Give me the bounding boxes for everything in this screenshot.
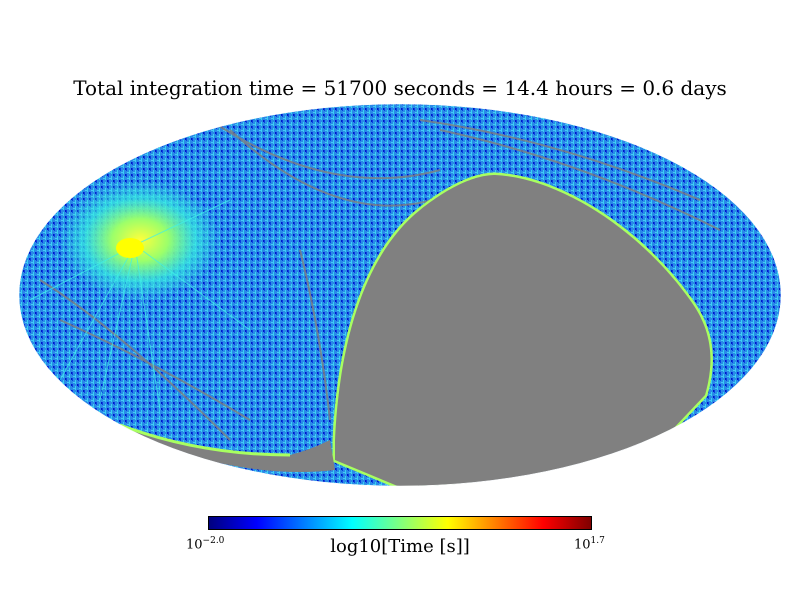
pole-rays bbox=[29, 199, 251, 411]
gap-stripes bbox=[39, 119, 721, 441]
unseen-region bbox=[335, 175, 711, 486]
pole-center bbox=[116, 238, 144, 258]
pole-hotspot bbox=[60, 180, 220, 300]
map-body bbox=[19, 104, 781, 486]
map-outline bbox=[18, 103, 782, 487]
map-title: Total integration time = 51700 seconds =… bbox=[73, 76, 727, 100]
colorbar-max-label: 101.7 bbox=[574, 536, 605, 553]
colorbar-min-label: 10−2.0 bbox=[186, 536, 225, 553]
colorbar bbox=[208, 516, 592, 530]
colorbar-label: log10[Time [s]] bbox=[330, 536, 470, 557]
unseen-sliver bbox=[120, 425, 335, 472]
